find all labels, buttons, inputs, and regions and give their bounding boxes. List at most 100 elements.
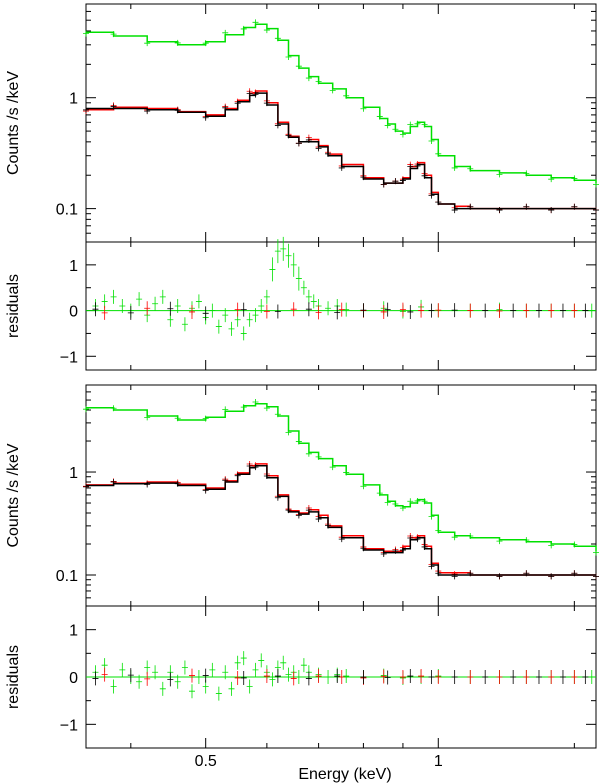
y-tick-label: −1 — [60, 717, 78, 734]
data-point — [174, 107, 181, 114]
data-point — [315, 145, 322, 152]
residual-point — [548, 670, 555, 684]
residual-point — [234, 670, 241, 685]
data-point — [407, 121, 414, 128]
residual-point — [252, 308, 259, 323]
residual-point — [338, 302, 345, 317]
y-tick-label: 1 — [69, 91, 78, 108]
residual-point — [101, 305, 108, 320]
data-point — [285, 429, 292, 436]
residual-point — [305, 671, 312, 686]
data-point — [240, 25, 247, 32]
data-point — [380, 550, 387, 557]
residual-point — [295, 670, 302, 684]
panel-2: −1 0 1 residuals — [5, 236, 597, 371]
residual-point — [222, 665, 229, 680]
data-point — [144, 40, 151, 47]
residual-point — [246, 679, 253, 694]
data-point — [174, 415, 181, 422]
data-point — [360, 483, 367, 490]
data-point — [523, 203, 530, 210]
residual-point — [181, 660, 188, 675]
data-point — [571, 570, 578, 577]
data-point — [451, 164, 458, 171]
residual-point — [228, 321, 235, 336]
data-point — [246, 90, 253, 97]
y-tick-label: 1 — [69, 465, 78, 482]
residual-point — [325, 301, 332, 316]
data-point — [263, 405, 270, 412]
residual-point — [240, 326, 247, 341]
data-point — [571, 541, 578, 548]
data-point — [451, 207, 458, 214]
data-point — [174, 39, 181, 46]
data-point — [325, 522, 332, 529]
residual-point — [435, 670, 442, 684]
data-point — [523, 537, 530, 544]
data-point — [274, 35, 281, 42]
data-point — [384, 122, 391, 129]
residual-point — [510, 303, 517, 318]
panel-4: −1 0 1 residuals 0.5 1 — [5, 605, 597, 770]
data-point — [110, 103, 117, 110]
data-point — [252, 464, 259, 471]
residual-point — [222, 308, 229, 323]
data-point — [252, 19, 259, 26]
data-point — [384, 499, 391, 506]
data-point — [285, 132, 292, 139]
residual-point — [252, 662, 259, 677]
x-tick-label: 0.5 — [195, 753, 217, 770]
data-point — [295, 63, 302, 70]
y-tick-label: 0.1 — [56, 202, 78, 219]
residual-point — [310, 294, 317, 309]
y-tick-label: 1 — [69, 258, 78, 275]
residual-point — [174, 674, 181, 689]
data-point — [435, 150, 442, 157]
data-point — [467, 570, 474, 577]
residual-point — [360, 670, 367, 684]
residual-point — [380, 669, 387, 684]
data-point — [252, 91, 259, 98]
residual-point — [407, 304, 414, 319]
data-point — [428, 137, 435, 144]
data-point — [263, 472, 270, 479]
residual-point — [315, 669, 322, 684]
data-point — [414, 120, 421, 127]
residual-point — [174, 299, 181, 313]
data-point — [414, 162, 421, 169]
data-point — [144, 414, 151, 421]
data-point — [360, 545, 367, 552]
data-point — [315, 516, 322, 523]
data-point — [202, 415, 209, 422]
residual-point — [300, 280, 307, 295]
residual-point — [195, 294, 202, 309]
residual-point — [496, 304, 503, 319]
residual-point — [428, 303, 435, 318]
residual-point — [467, 670, 474, 684]
residual-point — [274, 669, 281, 684]
series-line-2 — [86, 90, 596, 210]
data-point — [202, 40, 209, 47]
residual-point — [588, 303, 595, 318]
residual-point — [418, 303, 425, 318]
panel-frame — [85, 3, 597, 243]
data-point — [315, 78, 322, 85]
x-tick-label: 1 — [434, 753, 443, 770]
data-point — [338, 536, 345, 543]
residual-point — [428, 670, 435, 684]
series-line-2 — [86, 463, 596, 576]
data-point — [392, 501, 399, 508]
data-point — [274, 494, 281, 501]
y-tick-label: 0.1 — [56, 568, 78, 585]
residual-point — [588, 670, 595, 684]
y-axis-label: Counts /s /keV — [5, 443, 22, 547]
data-point — [338, 164, 345, 171]
data-point — [246, 463, 253, 470]
residual-point — [215, 319, 222, 334]
residual-point — [263, 289, 270, 304]
residual-point — [325, 670, 332, 684]
residual-point — [305, 302, 312, 317]
residual-point — [285, 667, 292, 682]
data-point — [421, 121, 428, 128]
